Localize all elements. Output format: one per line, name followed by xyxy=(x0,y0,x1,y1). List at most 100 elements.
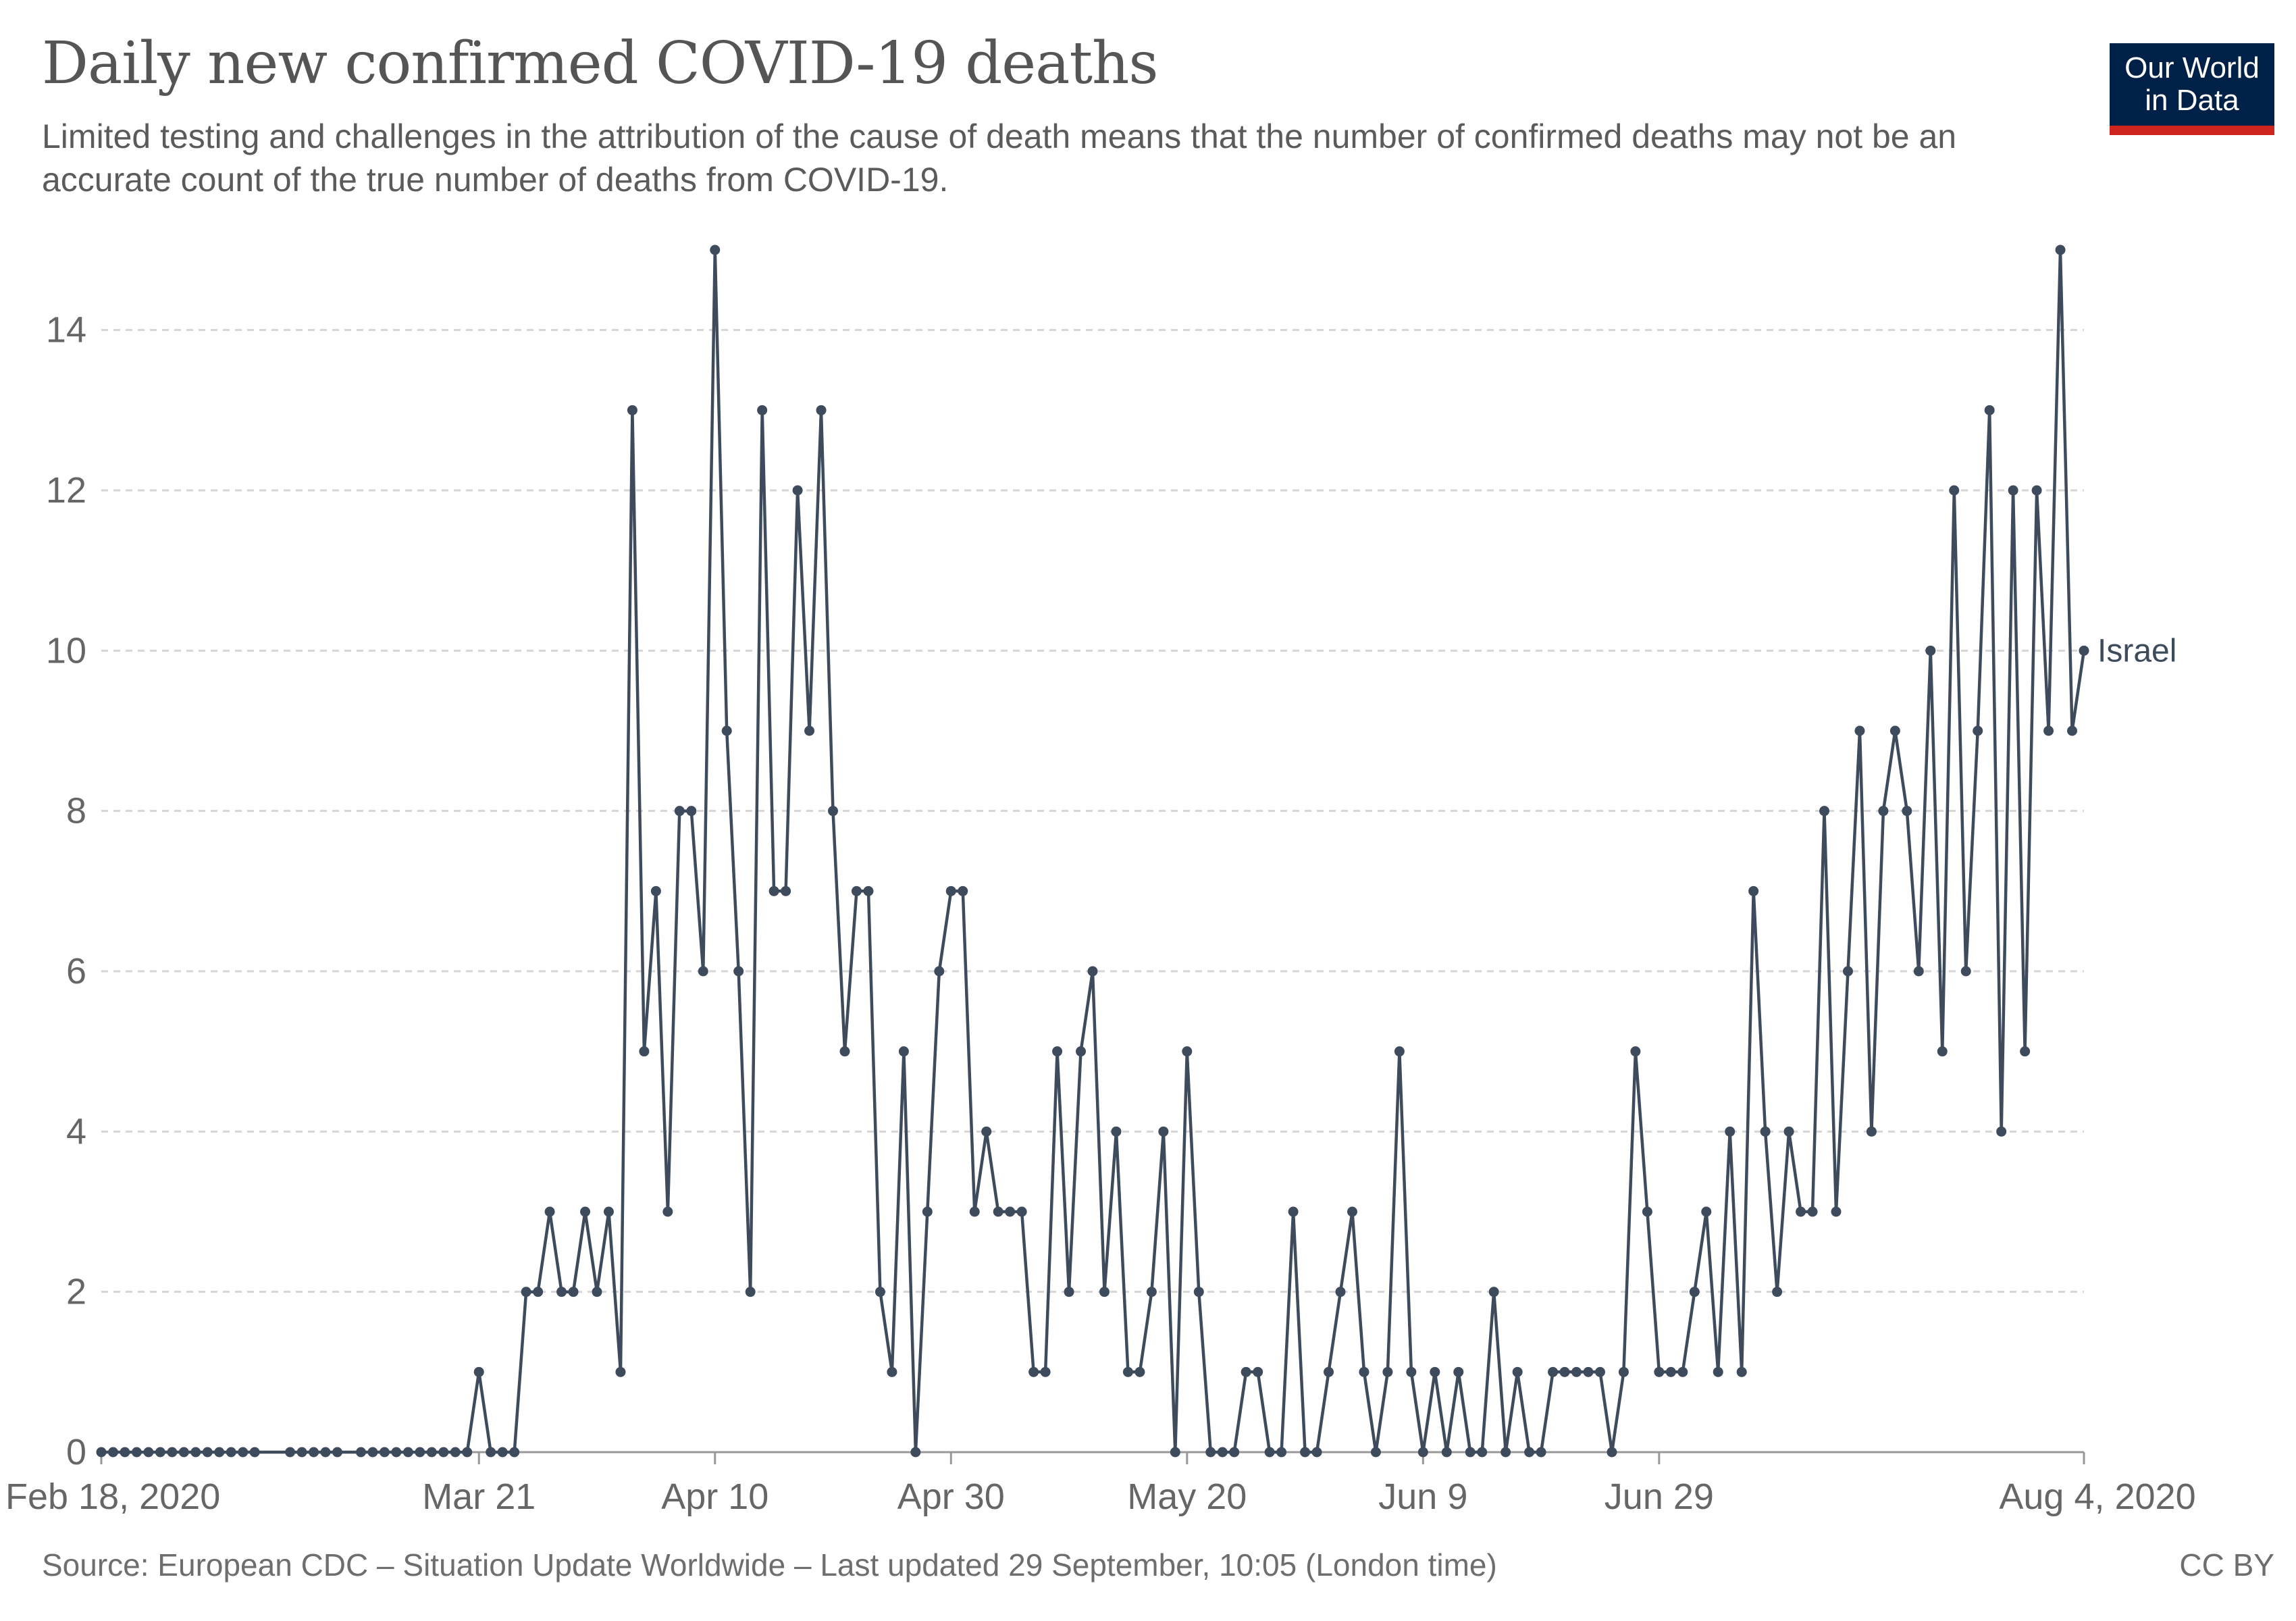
data-point[interactable] xyxy=(851,885,862,896)
data-point[interactable] xyxy=(1902,806,1912,817)
data-point[interactable] xyxy=(1477,1447,1488,1458)
data-point[interactable] xyxy=(296,1447,307,1458)
data-point[interactable] xyxy=(155,1447,165,1458)
data-point[interactable] xyxy=(178,1447,189,1458)
data-point[interactable] xyxy=(887,1366,897,1377)
data-point[interactable] xyxy=(1453,1366,1464,1377)
data-point[interactable] xyxy=(686,806,697,817)
data-point[interactable] xyxy=(1607,1447,1617,1458)
data-point[interactable] xyxy=(190,1447,201,1458)
data-point[interactable] xyxy=(1854,725,1865,736)
data-point[interactable] xyxy=(497,1447,508,1458)
data-point[interactable] xyxy=(1335,1287,1346,1297)
data-point[interactable] xyxy=(1630,1046,1641,1057)
data-point[interactable] xyxy=(1772,1287,1783,1297)
data-point[interactable] xyxy=(1370,1447,1381,1458)
data-point[interactable] xyxy=(1300,1447,1311,1458)
data-point[interactable] xyxy=(1654,1366,1665,1377)
data-point[interactable] xyxy=(1937,1046,1948,1057)
data-point[interactable] xyxy=(1311,1447,1322,1458)
data-point[interactable] xyxy=(379,1447,390,1458)
data-point[interactable] xyxy=(1536,1447,1546,1458)
data-point[interactable] xyxy=(1264,1447,1275,1458)
data-point[interactable] xyxy=(1170,1447,1180,1458)
data-points[interactable] xyxy=(96,245,2089,1458)
data-point[interactable] xyxy=(509,1447,520,1458)
data-point[interactable] xyxy=(486,1447,496,1458)
data-point[interactable] xyxy=(1146,1287,1157,1297)
data-point[interactable] xyxy=(710,245,721,255)
data-point[interactable] xyxy=(544,1206,555,1217)
data-point[interactable] xyxy=(415,1447,425,1458)
data-point[interactable] xyxy=(1677,1366,1688,1377)
data-point[interactable] xyxy=(1064,1287,1074,1297)
data-point[interactable] xyxy=(2043,725,2054,736)
data-point[interactable] xyxy=(202,1447,213,1458)
data-point[interactable] xyxy=(167,1447,178,1458)
data-point[interactable] xyxy=(603,1206,614,1217)
data-point[interactable] xyxy=(1512,1366,1523,1377)
series-line-israel[interactable] xyxy=(101,248,2086,1454)
data-point[interactable] xyxy=(1594,1366,1605,1377)
data-point[interactable] xyxy=(238,1447,249,1458)
data-point[interactable] xyxy=(1960,966,1971,977)
data-point[interactable] xyxy=(226,1447,236,1458)
data-point[interactable] xyxy=(96,1447,107,1458)
data-point[interactable] xyxy=(1099,1287,1110,1297)
data-point[interactable] xyxy=(757,405,768,415)
data-point[interactable] xyxy=(1548,1366,1559,1377)
data-point[interactable] xyxy=(1866,1126,1877,1137)
data-point[interactable] xyxy=(792,485,803,496)
data-point[interactable] xyxy=(674,806,685,817)
data-point[interactable] xyxy=(2055,245,2066,255)
data-point[interactable] xyxy=(1406,1366,1417,1377)
data-point[interactable] xyxy=(1182,1046,1193,1057)
data-point[interactable] xyxy=(1736,1366,1747,1377)
data-point[interactable] xyxy=(922,1206,933,1217)
data-point[interactable] xyxy=(285,1447,296,1458)
data-point[interactable] xyxy=(2020,1046,2031,1057)
data-point[interactable] xyxy=(816,405,827,415)
data-point[interactable] xyxy=(910,1447,921,1458)
data-point[interactable] xyxy=(1205,1447,1216,1458)
series-lines[interactable] xyxy=(101,248,2086,1454)
data-point[interactable] xyxy=(1973,725,1983,736)
data-point[interactable] xyxy=(627,405,637,415)
data-point[interactable] xyxy=(2079,645,2089,656)
data-point[interactable] xyxy=(1359,1366,1369,1377)
data-point[interactable] xyxy=(721,725,732,736)
data-point[interactable] xyxy=(1524,1447,1535,1458)
data-point[interactable] xyxy=(1925,645,1936,656)
data-point[interactable] xyxy=(1760,1126,1771,1137)
data-point[interactable] xyxy=(1347,1206,1357,1217)
data-point[interactable] xyxy=(1689,1287,1700,1297)
data-point[interactable] xyxy=(1040,1366,1051,1377)
data-point[interactable] xyxy=(1878,806,1889,817)
data-point[interactable] xyxy=(1441,1447,1452,1458)
data-point[interactable] xyxy=(839,1046,850,1057)
data-point[interactable] xyxy=(438,1447,449,1458)
data-point[interactable] xyxy=(214,1447,225,1458)
data-point[interactable] xyxy=(1583,1366,1594,1377)
data-point[interactable] xyxy=(120,1447,130,1458)
data-point[interactable] xyxy=(698,966,708,977)
data-point[interactable] xyxy=(863,885,874,896)
data-point[interactable] xyxy=(981,1126,992,1137)
data-point[interactable] xyxy=(1984,405,1995,415)
data-point[interactable] xyxy=(615,1366,626,1377)
data-point[interactable] xyxy=(1217,1447,1228,1458)
data-point[interactable] xyxy=(332,1447,343,1458)
data-point[interactable] xyxy=(1949,485,1960,496)
data-point[interactable] xyxy=(1796,1206,1806,1217)
data-point[interactable] xyxy=(143,1447,154,1458)
data-point[interactable] xyxy=(745,1287,756,1297)
data-point[interactable] xyxy=(662,1206,673,1217)
data-point[interactable] xyxy=(958,885,968,896)
data-point[interactable] xyxy=(1618,1366,1629,1377)
data-point[interactable] xyxy=(1665,1366,1676,1377)
data-point[interactable] xyxy=(1005,1206,1016,1217)
data-point[interactable] xyxy=(473,1366,484,1377)
data-point[interactable] xyxy=(462,1447,473,1458)
data-point[interactable] xyxy=(1028,1366,1039,1377)
